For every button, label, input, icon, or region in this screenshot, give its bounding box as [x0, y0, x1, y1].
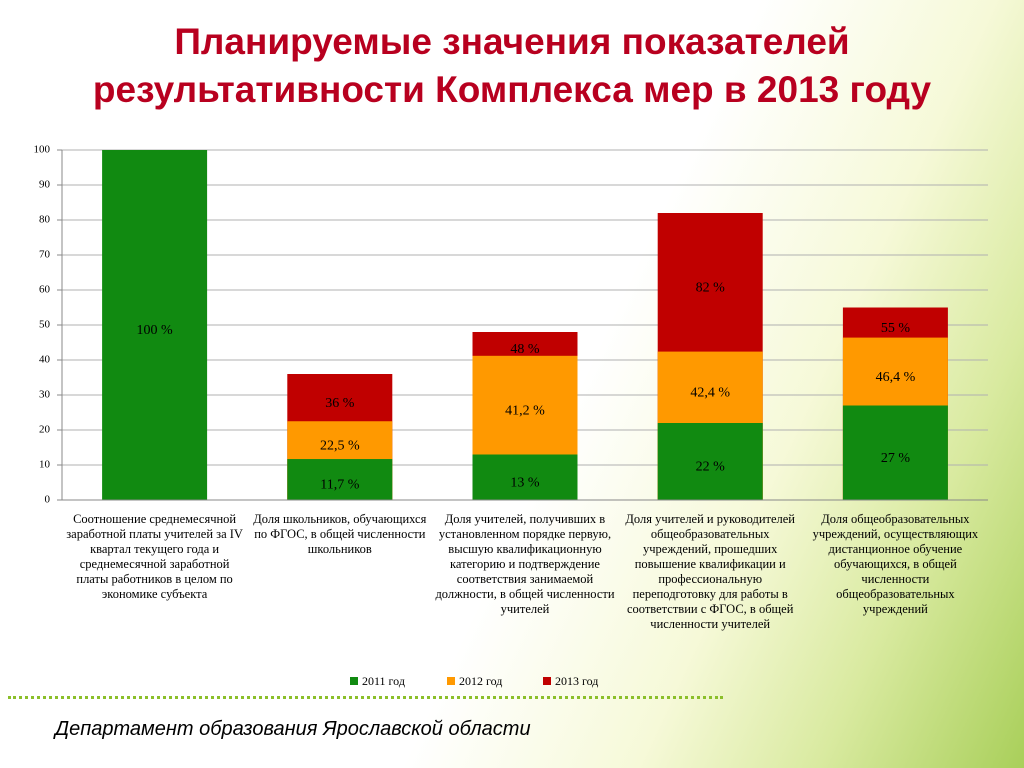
y-tick-label: 70: [39, 249, 51, 261]
chart-title: Планируемые значения показателей результ…: [92, 21, 932, 110]
y-tick-label: 40: [39, 354, 51, 366]
y-tick-label: 10: [39, 459, 51, 471]
y-tick-label: 30: [39, 389, 51, 401]
data-label: 36 %: [325, 396, 355, 411]
data-label: 48 %: [510, 342, 540, 357]
data-label: 55 %: [881, 321, 911, 336]
y-tick-label: 20: [39, 424, 51, 436]
y-tick-label: 60: [39, 284, 51, 296]
y-tick-label: 100: [34, 144, 51, 156]
data-label: 42,4 %: [690, 386, 730, 401]
bar: [102, 150, 208, 500]
bar: [287, 459, 393, 500]
data-label: 22,5 %: [320, 438, 360, 453]
data-label: 46,4 %: [876, 370, 916, 385]
y-tick-label: 90: [39, 179, 51, 191]
bar: [842, 405, 948, 500]
y-tick-label: 0: [45, 494, 51, 506]
data-label: 13 %: [510, 475, 540, 490]
x-tick-label: Доля учителей, получивших в установленно…: [435, 512, 615, 616]
data-label: 27 %: [881, 451, 911, 466]
legend-label: 2011 год: [362, 674, 405, 688]
legend-swatch: [447, 677, 455, 685]
bar: [657, 423, 763, 500]
divider: [8, 696, 723, 699]
legend-swatch: [350, 677, 358, 685]
x-tick-label: Доля школьников, обучающихся по ФГОС, в …: [253, 512, 427, 556]
bar: [472, 454, 578, 500]
x-tick-label: Соотношение среднемесячной заработной пл…: [66, 512, 243, 601]
x-tick-label: Доля учителей и руководителей общеобразо…: [625, 512, 796, 631]
data-label: 22 %: [696, 460, 726, 475]
data-label: 82 %: [696, 281, 726, 296]
legend-label: 2013 год: [555, 674, 598, 688]
footer: Департамент образования Ярославской обла…: [55, 718, 531, 740]
data-label: 11,7 %: [320, 478, 359, 493]
y-tick-label: 80: [39, 214, 51, 226]
y-tick-label: 50: [39, 319, 51, 331]
data-label: 41,2 %: [505, 403, 545, 418]
data-label: 100 %: [137, 323, 174, 338]
legend-swatch: [543, 677, 551, 685]
legend-label: 2012 год: [459, 674, 502, 688]
x-tick-label: Доля общеобразовательных учреждений, осу…: [812, 512, 979, 616]
